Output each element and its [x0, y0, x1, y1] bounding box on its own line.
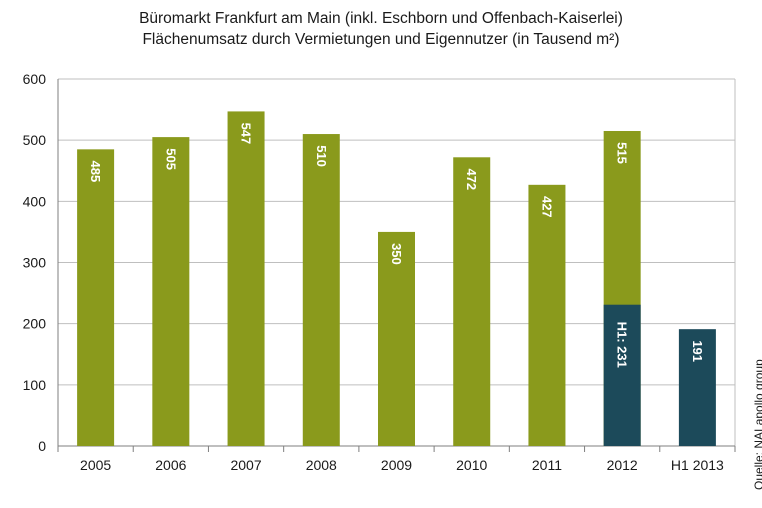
source-note: Quelle: NAI apollo group — [752, 359, 762, 490]
y-tick-label: 100 — [23, 377, 47, 393]
bar-h1-value-label: H1: 231 — [615, 322, 630, 368]
bar-value-label: 191 — [690, 340, 705, 362]
y-tick-label: 200 — [23, 316, 47, 332]
bar — [678, 329, 716, 446]
bar-value-label: 427 — [539, 196, 554, 218]
y-tick-label: 500 — [23, 132, 47, 148]
x-tick-label: 2012 — [607, 457, 638, 473]
bar-value-label: 472 — [464, 168, 479, 190]
x-tick-label: 2011 — [532, 457, 562, 473]
bar-h1-segment — [603, 304, 641, 446]
x-tick-label: 2008 — [306, 457, 337, 473]
bar — [77, 149, 115, 446]
x-tick-label: 2007 — [230, 457, 261, 473]
bar — [528, 184, 566, 446]
bar — [453, 157, 491, 446]
bar-value-label: 505 — [163, 148, 178, 170]
x-tick-label: 2009 — [381, 457, 412, 473]
y-tick-label: 0 — [38, 438, 46, 454]
x-tick-label: 2006 — [155, 457, 186, 473]
bar-value-label: 547 — [239, 123, 254, 145]
bar-value-label: 510 — [314, 145, 329, 167]
chart-title-line-1: Büromarkt Frankfurt am Main (inkl. Eschb… — [139, 10, 623, 27]
chart-title: Büromarkt Frankfurt am Main (inkl. Eschb… — [0, 8, 762, 50]
y-tick-label: 600 — [23, 71, 47, 87]
bar — [378, 231, 415, 446]
chart-title-line-2: Flächenumsatz durch Vermietungen und Eig… — [142, 31, 620, 48]
bar-value-label: 485 — [88, 160, 103, 182]
bar — [227, 111, 265, 446]
bar — [152, 137, 190, 446]
bar-value-label: 350 — [389, 243, 404, 265]
bar — [302, 134, 340, 447]
x-tick-label: 2010 — [456, 457, 487, 473]
y-tick-label: 300 — [23, 255, 47, 271]
y-tick-label: 400 — [23, 193, 47, 209]
x-tick-label: 2005 — [80, 457, 111, 473]
x-tick-label: H1 2013 — [671, 457, 724, 473]
bar-value-label: 515 — [615, 142, 630, 164]
